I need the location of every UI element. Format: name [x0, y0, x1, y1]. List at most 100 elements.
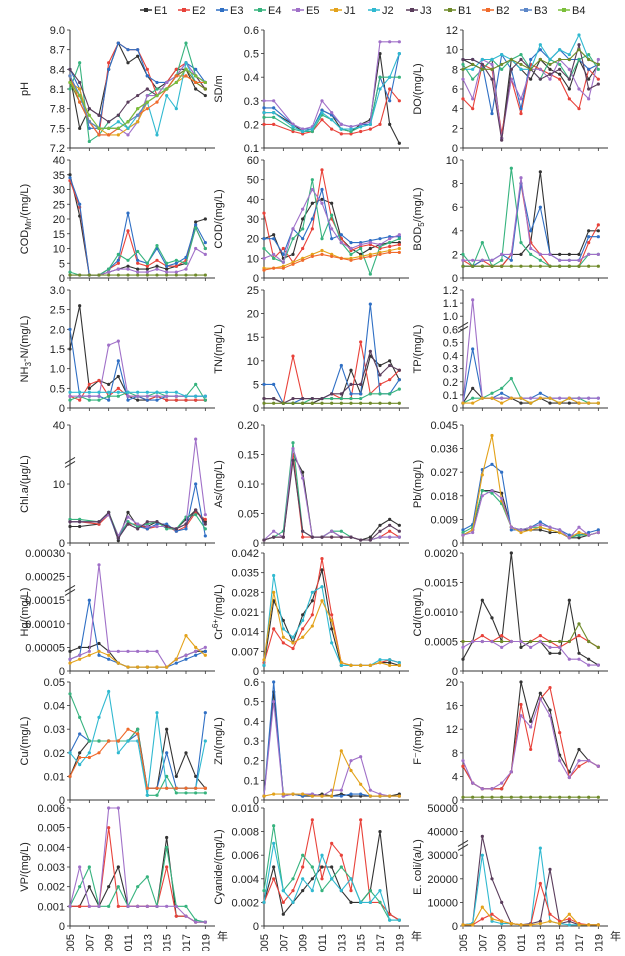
- data-point-E3: [87, 598, 91, 602]
- data-point-E1: [301, 470, 305, 474]
- data-point-B1: [567, 264, 571, 268]
- data-point-J2: [368, 900, 372, 905]
- data-point-E4: [577, 533, 581, 537]
- data-point-J2: [500, 922, 504, 926]
- data-point-J2: [301, 618, 305, 623]
- data-point-B2: [116, 739, 120, 743]
- data-point-J2: [155, 711, 159, 715]
- data-point-J3: [558, 67, 562, 71]
- data-point-J3: [291, 396, 295, 401]
- axis-break: [64, 584, 76, 596]
- y-axis-label: As/(mg/L): [213, 460, 225, 508]
- data-point-J3: [388, 363, 392, 368]
- data-point-B4: [68, 80, 72, 85]
- x-tick-label: 2017: [375, 934, 387, 951]
- data-point-J1: [301, 792, 305, 796]
- data-point-E5: [500, 396, 504, 400]
- data-point-E2: [538, 881, 542, 886]
- y-tick-label: 2.0: [50, 324, 65, 336]
- data-point-E3: [68, 176, 72, 180]
- data-point-B2: [97, 133, 101, 137]
- data-point-J3: [397, 529, 401, 533]
- data-point-E4: [87, 865, 91, 869]
- y-tick-label: 0.045: [430, 420, 458, 432]
- panel-10: 0 0.05 0.10 0.15 0.20 As/(mg/L): [213, 420, 409, 550]
- y-tick-label: 40: [53, 420, 65, 432]
- data-point-E4: [378, 900, 382, 905]
- y-tick-label: 16: [446, 701, 458, 713]
- data-point-E5: [203, 252, 207, 256]
- data-point-E4: [165, 845, 169, 849]
- data-point-E1: [548, 67, 552, 71]
- data-point-E2: [272, 122, 276, 126]
- data-point-E5: [461, 533, 465, 537]
- data-point-E5: [577, 759, 581, 763]
- data-point-E1: [272, 233, 276, 237]
- legend-marker: [296, 8, 300, 12]
- data-point-B1: [577, 264, 581, 268]
- panel-19: 0 0.002 0.004 0.006 0.008 0.010 Cyanide/(mg/L)…: [213, 803, 422, 956]
- axis-break: [64, 456, 76, 468]
- data-point-J1: [577, 530, 581, 535]
- data-point-E4: [359, 396, 363, 401]
- panel-5: 0 2 4 6 8 10 BOD5/(mg/L): [412, 155, 608, 285]
- data-point-J3: [388, 523, 392, 527]
- data-point-E4: [116, 252, 120, 256]
- panel-7: 0 5 10 15 20 25 TN/(mg/L): [213, 285, 409, 415]
- data-point-E1: [87, 885, 91, 889]
- data-point-E4: [184, 41, 188, 45]
- data-point-E2: [155, 258, 159, 262]
- x-tick-label: 2019: [200, 934, 212, 951]
- data-point-E4: [68, 517, 72, 522]
- data-point-E5: [480, 258, 484, 262]
- data-point-E5: [378, 40, 382, 44]
- legend-label: B1: [458, 5, 471, 17]
- data-point-E5: [78, 394, 82, 398]
- series-line-E4: [69, 847, 206, 923]
- data-point-E3: [500, 470, 504, 474]
- data-point-J1: [378, 660, 382, 665]
- data-point-E2: [461, 97, 465, 101]
- data-point-E2: [359, 340, 363, 344]
- y-tick-label: 10: [247, 356, 259, 368]
- data-point-J3: [145, 520, 149, 524]
- legend-marker: [448, 8, 452, 12]
- data-point-B1: [368, 401, 372, 405]
- y-tick-label: 0.002: [231, 897, 259, 909]
- data-point-E5: [587, 396, 591, 400]
- data-point-E2: [567, 917, 571, 921]
- data-point-E3: [272, 106, 276, 110]
- panel-9: 0 10 40 Chl.a/(μg/L): [19, 420, 215, 550]
- data-point-J1: [397, 663, 401, 667]
- data-point-J3: [78, 520, 82, 524]
- data-point-J3: [203, 522, 207, 526]
- y-axis-label: Hg/(mg/L): [19, 588, 31, 637]
- y-tick-label: 15: [247, 332, 259, 344]
- data-point-J1: [87, 653, 91, 657]
- data-point-E3: [155, 80, 159, 85]
- data-point-E5: [490, 62, 494, 67]
- data-point-J2: [126, 390, 130, 394]
- y-tick-label: 8: [452, 64, 458, 76]
- data-point-E1: [97, 641, 101, 646]
- data-point-J3: [500, 138, 504, 142]
- y-axis-label: BOD5/(mg/L): [412, 187, 426, 250]
- data-point-J1: [397, 246, 401, 251]
- data-point-B1: [145, 273, 149, 277]
- data-point-E4: [500, 258, 504, 262]
- data-point-E5: [480, 639, 484, 644]
- y-tick-label: 0.4: [244, 72, 259, 84]
- data-point-E5: [587, 759, 591, 763]
- data-point-B1: [500, 795, 504, 799]
- data-point-E5: [519, 97, 523, 101]
- data-point-E1: [577, 252, 581, 256]
- y-tick-label: 0.00010: [25, 619, 65, 631]
- y-axis-label: SD/m: [213, 75, 225, 103]
- panel-15: 0 0.01 0.02 0.03 0.04 0.05 Cu/(mg/L): [19, 677, 215, 807]
- data-point-B4: [194, 74, 198, 78]
- data-point-E5: [136, 394, 140, 398]
- y-axis-label: Zn/(mg/L): [213, 717, 225, 765]
- data-point-E5: [596, 252, 600, 256]
- data-point-E2: [174, 264, 178, 268]
- data-point-E4: [359, 246, 363, 251]
